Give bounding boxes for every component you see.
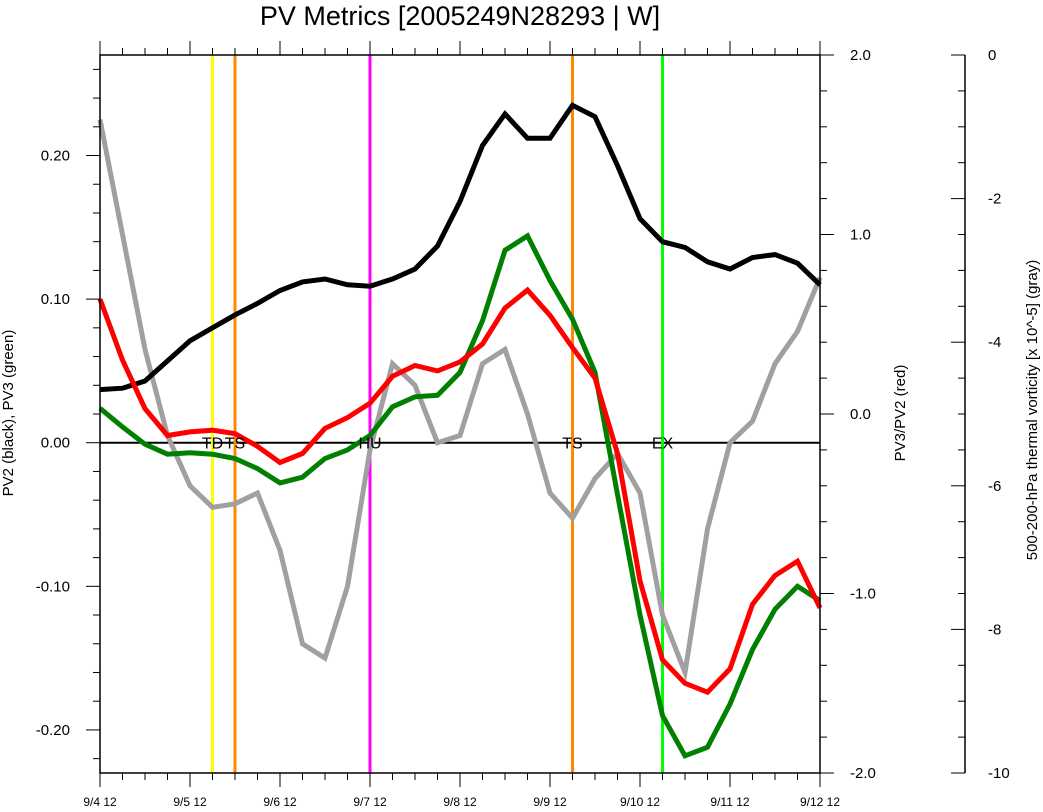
x-tick-label: 9/7 12 [353, 795, 387, 809]
far-right-axis-tick-label: -2 [988, 191, 1001, 208]
x-tick-label: 9/6 12 [263, 795, 297, 809]
right-axis-title: PV3/PV2 (red) [892, 365, 909, 462]
far-right-axis-tick-label: 0 [988, 47, 996, 64]
left-axis-tick-label: -0.10 [36, 578, 70, 595]
far-right-axis-title: 500-200-hPa thermal vorticity [x 10^-5] … [1024, 260, 1041, 561]
event-label-ex-4: EX [652, 436, 674, 453]
left-axis-tick-label: -0.20 [36, 722, 70, 739]
plot-frame [99, 54, 821, 774]
event-label-ts-1: TS [225, 436, 245, 453]
x-tick-label: 9/10 12 [620, 795, 660, 809]
left-axis-title: PV2 (black), PV3 (green) [0, 330, 17, 497]
event-label-ts-3: TS [562, 436, 582, 453]
pv-ratio-red-line [97, 286, 823, 696]
left-axis-tick-label: 0.10 [41, 291, 70, 308]
pv3-green-line [98, 232, 822, 759]
chart-title: PV Metrics [2005249N28293 | W] [260, 1, 660, 31]
plot-area: TD TS HU TS EX [97, 55, 823, 773]
right-axis-tick-label: 0.0 [850, 406, 871, 423]
x-tick-label: 9/11 12 [710, 795, 749, 809]
right-axis-tick-label: -2.0 [850, 765, 876, 782]
left-axis-tick-label: 0.00 [41, 435, 70, 452]
far-right-axis-tick-label: -6 [988, 478, 1001, 495]
x-tick-label: 9/4 12 [83, 795, 117, 809]
right-axis-tick-label: 1.0 [850, 227, 871, 244]
x-tick-label: 9/9 12 [533, 795, 567, 809]
axes: 9/4 12 9/5 12 9/6 12 9/7 12 9/8 12 9/9 12 9/10… [36, 41, 1010, 809]
x-tick-label: 9/12 12 [800, 795, 840, 809]
right-axis-tick-label: 2.0 [850, 47, 871, 64]
x-tick-label: 9/8 12 [443, 795, 477, 809]
far-right-axis-tick-label: -10 [988, 765, 1010, 782]
far-right-axis-tick-label: -4 [988, 334, 1001, 351]
event-label-td-0: TD [202, 436, 223, 453]
x-tick-label: 9/5 12 [173, 795, 207, 809]
thermal-vorticity-gray-line [97, 119, 823, 683]
pv2-black-line [99, 102, 822, 393]
left-axis-tick-label: 0.20 [41, 148, 70, 165]
event-label-hu-2: HU [358, 436, 381, 453]
far-right-axis-tick-label: -8 [988, 621, 1001, 638]
right-axis-tick-label: -1.0 [850, 586, 876, 603]
